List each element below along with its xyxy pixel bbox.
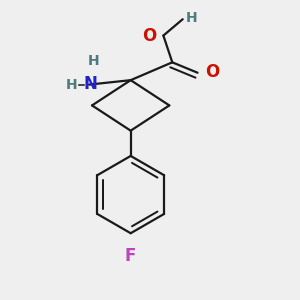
Text: H: H bbox=[88, 54, 99, 68]
Text: O: O bbox=[142, 27, 156, 45]
Text: O: O bbox=[205, 63, 219, 81]
Text: H: H bbox=[65, 78, 77, 92]
Text: H: H bbox=[186, 11, 197, 25]
Text: N: N bbox=[84, 75, 98, 93]
Text: F: F bbox=[125, 247, 136, 265]
